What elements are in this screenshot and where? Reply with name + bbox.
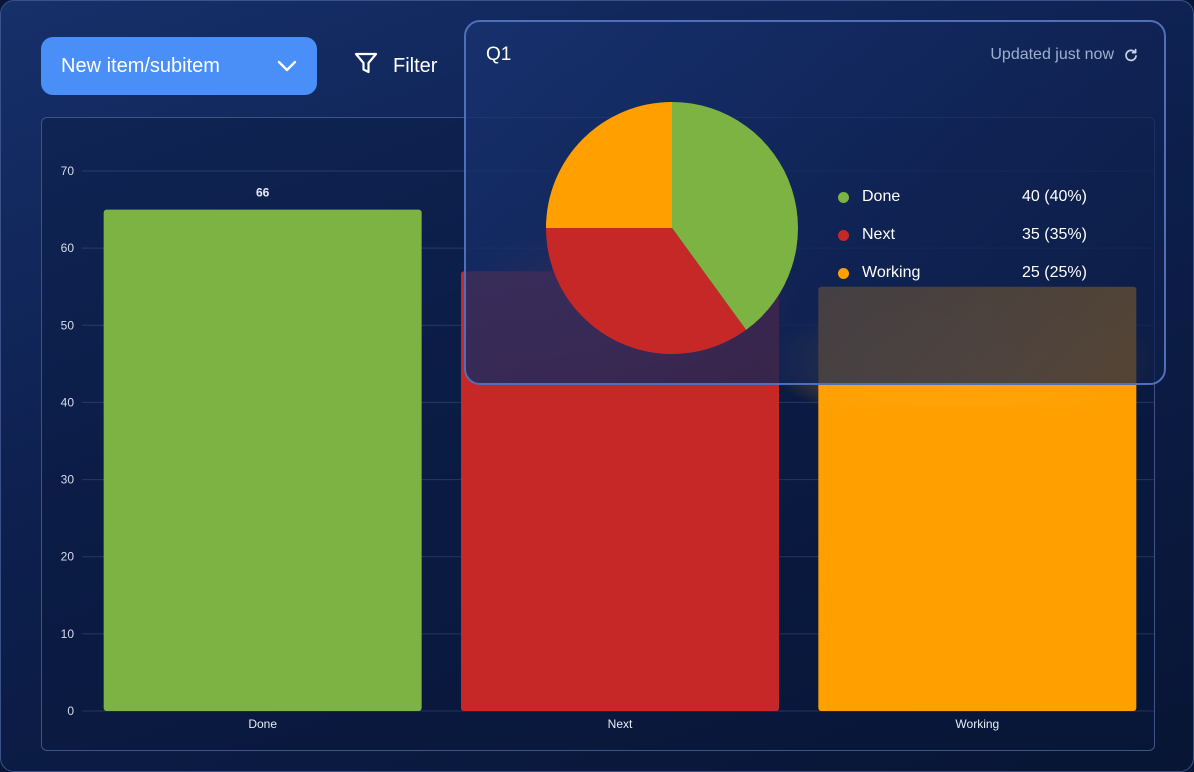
y-tick-label: 70: [61, 164, 75, 178]
bar-done[interactable]: [103, 209, 422, 712]
y-tick-label: 50: [61, 318, 75, 332]
done-dot-icon: [838, 191, 849, 203]
card-title: Q1: [486, 44, 512, 65]
y-tick-label: 30: [61, 473, 75, 487]
pie-legend: Done 40 (40%) Next 35 (35%) Working 25 (…: [838, 178, 1088, 292]
update-status-text: Updated just now: [990, 46, 1114, 63]
y-tick-label: 60: [61, 241, 75, 255]
legend-item-next: Next 35 (35%): [838, 216, 1088, 254]
x-tick-label: Working: [955, 717, 999, 731]
pie-slice-working[interactable]: [546, 102, 672, 228]
legend-item-working: Working 25 (25%): [838, 254, 1088, 292]
pie-chart: [546, 102, 798, 354]
pie-slice-next[interactable]: [546, 228, 747, 354]
filter-label: Filter: [393, 54, 438, 77]
next-dot-icon: [838, 229, 849, 241]
bar-value-label: 66: [256, 186, 270, 200]
new-item-dropdown-button[interactable]: New item/subitem: [41, 37, 317, 95]
legend-value: 40 (40%): [1022, 188, 1087, 205]
pie-slice-done[interactable]: [672, 102, 798, 330]
legend-value: 35 (35%): [1022, 226, 1087, 243]
legend-item-done: Done 40 (40%): [838, 178, 1088, 216]
y-tick-label: 0: [67, 704, 74, 718]
y-tick-label: 40: [61, 395, 75, 409]
new-item-label: New item/subitem: [61, 54, 220, 77]
chevron-down-icon: [277, 60, 297, 72]
filter-button[interactable]: Filter: [353, 45, 437, 87]
update-status: Updated just now: [990, 46, 1138, 64]
legend-label: Working: [862, 264, 921, 281]
refresh-icon[interactable]: [1124, 48, 1138, 62]
y-tick-label: 10: [61, 627, 75, 641]
x-tick-label: Done: [248, 717, 277, 731]
legend-label: Done: [862, 188, 901, 205]
x-tick-label: Next: [608, 717, 633, 731]
working-dot-icon: [838, 267, 849, 279]
y-tick-label: 20: [61, 550, 75, 564]
legend-label: Next: [862, 226, 895, 243]
q1-pie-card: Q1 Updated just now Done 40 (40%) Next 3…: [464, 20, 1166, 385]
filter-icon: [353, 50, 379, 82]
legend-value: 25 (25%): [1022, 264, 1087, 281]
